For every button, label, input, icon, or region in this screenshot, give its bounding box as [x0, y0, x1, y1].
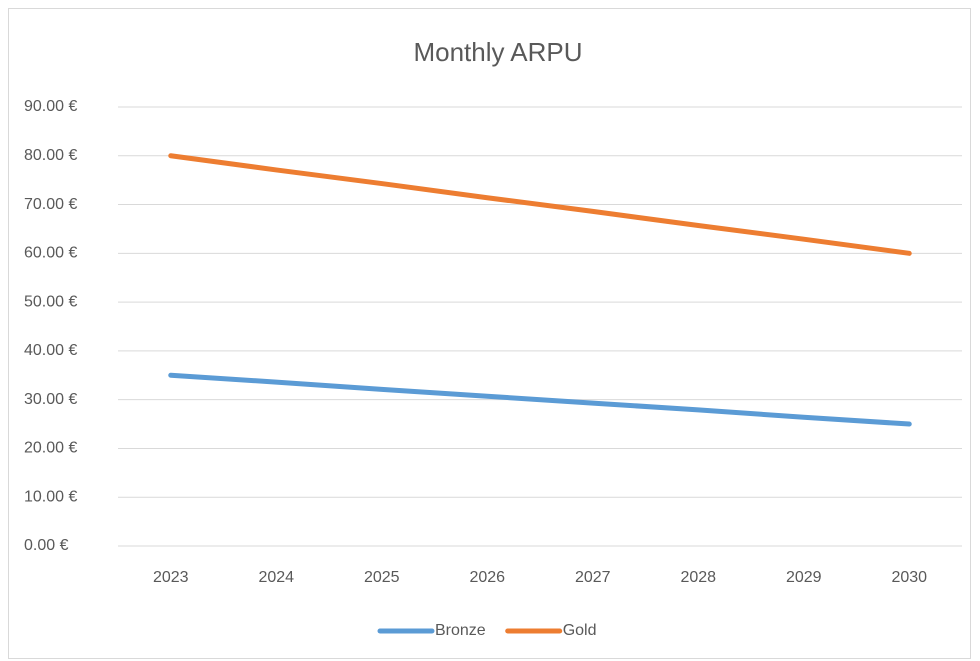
legend-label: Gold	[563, 622, 597, 639]
y-tick-label: 70.00 €	[24, 196, 77, 213]
x-tick-label: 2027	[575, 569, 611, 586]
y-tick-label: 20.00 €	[24, 440, 77, 457]
x-tick-label: 2023	[153, 569, 189, 586]
y-tick-label: 0.00 €	[24, 537, 69, 554]
x-tick-label: 2030	[891, 569, 927, 586]
x-tick-label: 2024	[258, 569, 294, 586]
x-tick-label: 2029	[786, 569, 822, 586]
legend-label: Bronze	[435, 622, 486, 639]
x-tick-label: 2028	[680, 569, 716, 586]
y-tick-label: 30.00 €	[24, 391, 77, 408]
chart-border	[8, 8, 971, 659]
y-tick-label: 60.00 €	[24, 245, 77, 262]
y-tick-label: 80.00 €	[24, 147, 77, 164]
x-tick-label: 2026	[469, 569, 505, 586]
chart-title: Monthly ARPU	[413, 37, 582, 67]
series-line	[168, 372, 912, 427]
series-line	[168, 153, 912, 256]
y-tick-label: 10.00 €	[24, 488, 77, 505]
y-tick-label: 90.00 €	[24, 98, 77, 115]
x-tick-label: 2025	[364, 569, 400, 586]
y-tick-label: 50.00 €	[24, 293, 77, 310]
y-tick-label: 40.00 €	[24, 342, 77, 359]
